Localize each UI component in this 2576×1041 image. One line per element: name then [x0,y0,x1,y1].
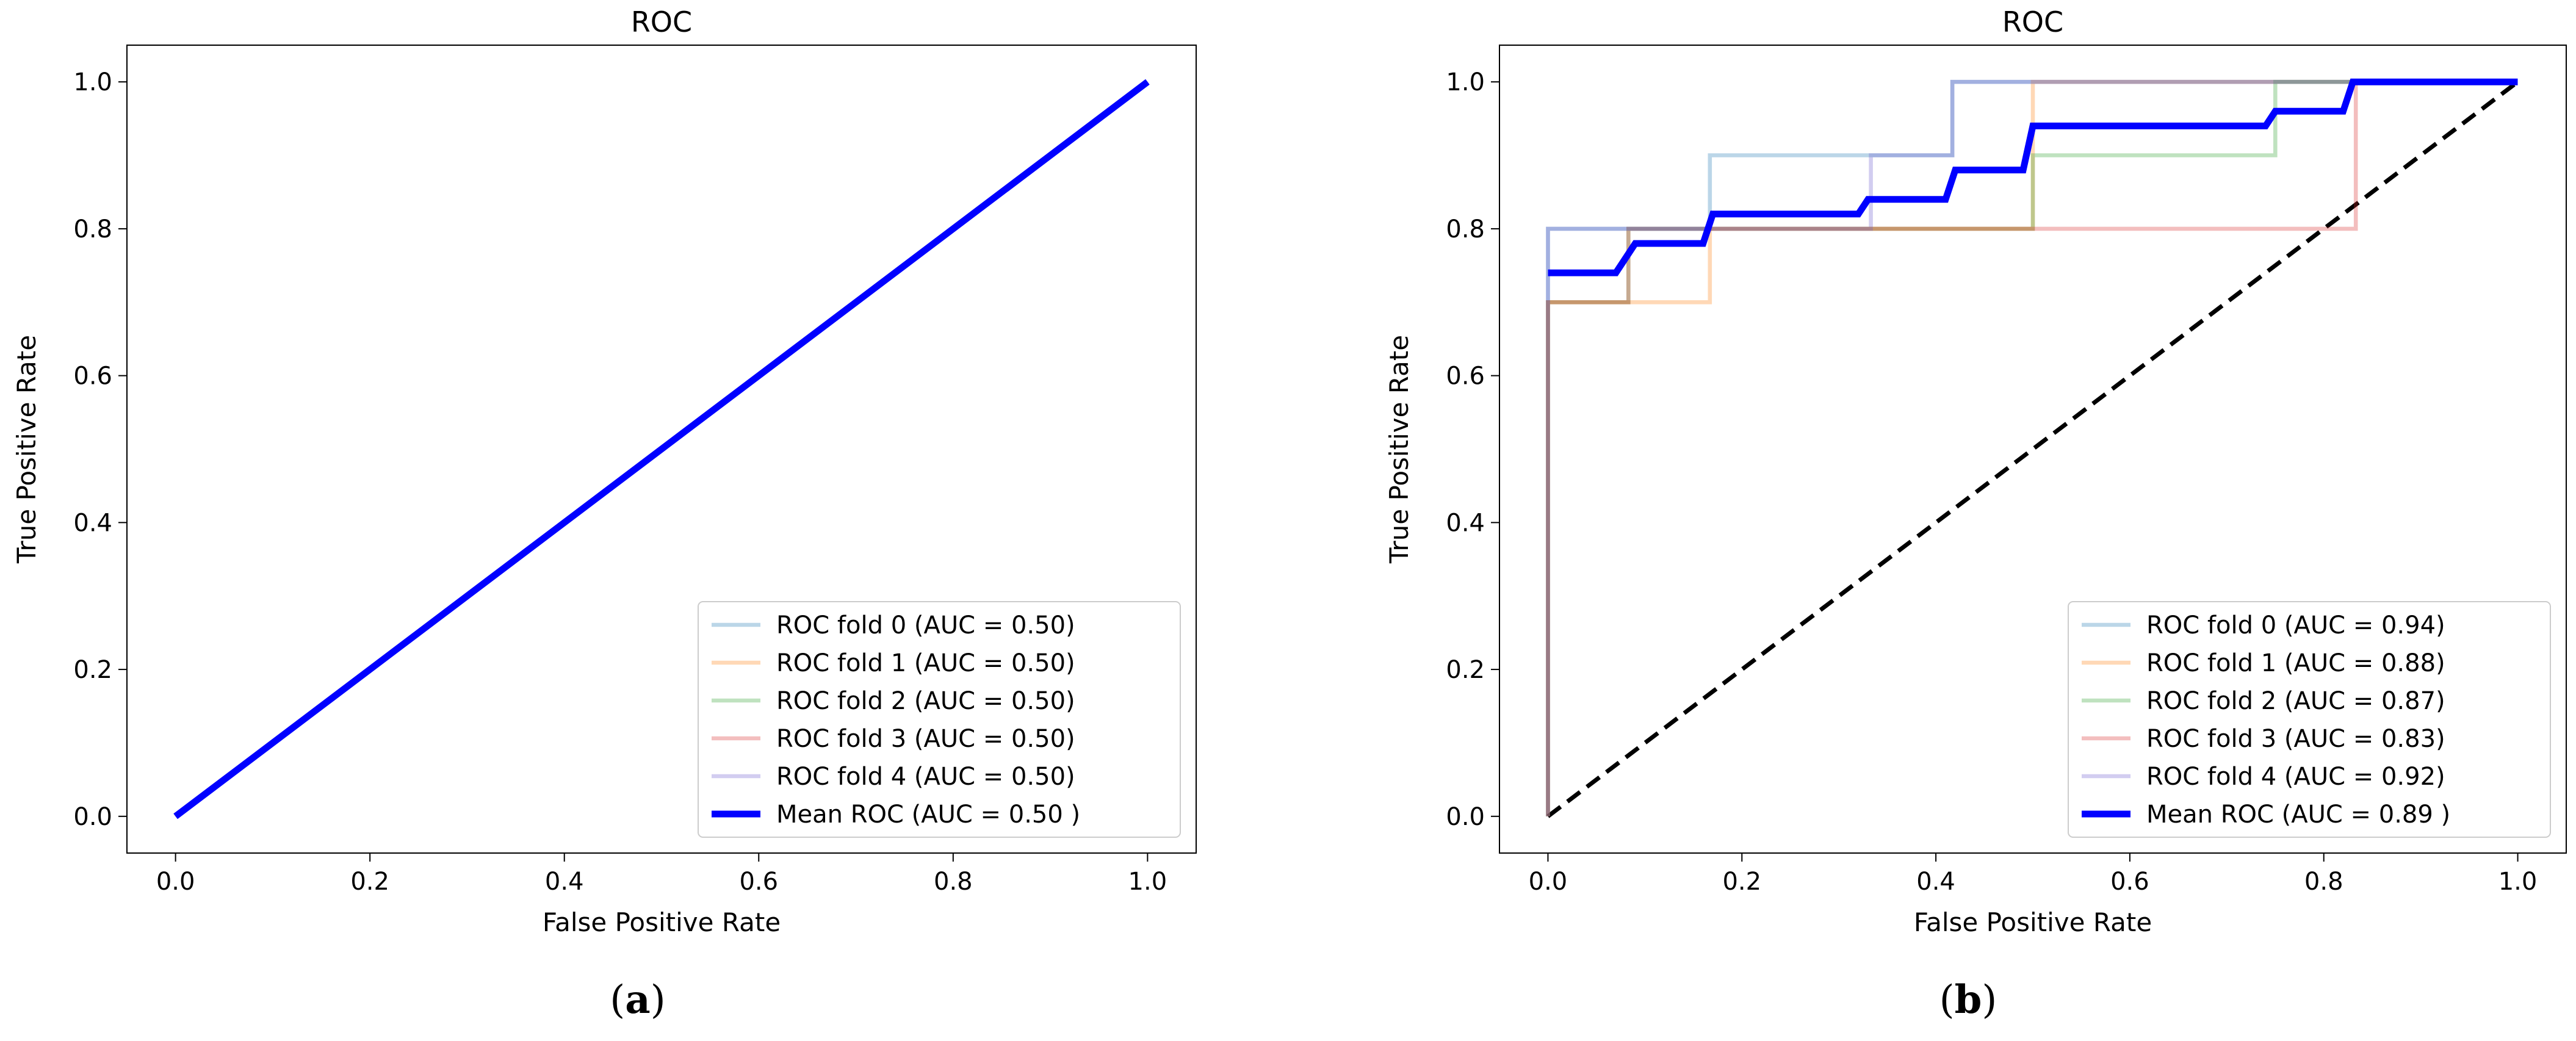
legend: ROC fold 0 (AUC = 0.94) ROC fold 1 (AUC =… [2068,601,2551,838]
caption-close: ) [1982,978,1997,1023]
chart-title: ROC [631,5,692,38]
y-tick-label: 0.2 [73,656,112,684]
caption-close: ) [651,978,666,1023]
y-tick-label: 1.0 [73,68,112,96]
y-tick-label: 0.8 [1446,215,1485,243]
legend-entry: ROC fold 0 (AUC = 0.94) [2146,611,2445,639]
legend-entry: ROC fold 1 (AUC = 0.50) [776,649,1075,677]
legend-entry: ROC fold 2 (AUC = 0.50) [776,687,1075,715]
y-tick-label: 0.2 [1446,656,1485,684]
x-tick-label: 0.0 [1529,868,1568,896]
x-tick-label: 0.2 [350,868,389,896]
y-tick-label: 0.8 [73,215,112,243]
x-tick-label: 0.6 [2110,868,2149,896]
legend-entry: ROC fold 3 (AUC = 0.50) [776,725,1075,753]
x-tick-label: 1.0 [2498,868,2538,896]
x-tick-label: 0.0 [156,868,195,896]
y-tick-label: 0.4 [73,509,112,537]
legend-entry: Mean ROC (AUC = 0.50 ) [776,801,1080,829]
y-axis-label: True Positive Rate [1384,335,1414,564]
y-tick-label: 0.4 [1446,509,1485,537]
x-tick-label: 0.6 [739,868,778,896]
y-tick-label: 1.0 [1446,68,1485,96]
y-tick-label: 0.6 [1446,362,1485,391]
legend-entry: ROC fold 2 (AUC = 0.87) [2146,687,2445,715]
chart-title: ROC [2002,5,2063,38]
caption-open: ( [610,978,625,1023]
x-tick-label: 0.4 [1916,868,1955,896]
x-axis-label: False Positive Rate [543,907,781,937]
chart-panel-b: ROC 0.0 0.2 0.4 0.6 0.8 1.0 0.0 0.2 0.4 0.6 0.8 1.0 F… [1384,5,2567,1023]
legend: ROC fold 0 (AUC = 0.50) ROC fold 1 (AUC =… [698,601,1181,838]
legend-entry: ROC fold 1 (AUC = 0.88) [2146,649,2445,677]
y-tick-label: 0.0 [1446,803,1485,831]
y-tick-label: 0.0 [73,803,112,831]
series-line-2 [1546,79,2518,816]
y-axis-label: True Positive Rate [12,335,41,564]
legend-entry: ROC fold 0 (AUC = 0.50) [776,611,1075,639]
legend-entry: ROC fold 4 (AUC = 0.92) [2146,763,2445,791]
x-tick-label: 1.0 [1128,868,1167,896]
caption-letter: a [625,977,650,1023]
x-tick-label: 0.2 [1722,868,1761,896]
series-line-5 [173,79,1150,819]
chart-panel-a: ROC 0.0 0.2 0.4 0.6 0.8 1.0 0.0 0.2 0.4 0.6 0.8 1.0 F… [12,5,1197,1023]
legend-entry: Mean ROC (AUC = 0.89 ) [2146,801,2450,829]
series-line-5 [1548,78,2518,276]
series-line-4 [1546,79,2518,816]
series-line-0 [1546,79,2518,816]
y-tick-label: 0.6 [73,362,112,391]
x-tick-label: 0.8 [2304,868,2343,896]
panel-caption: (b) [1939,977,1997,1023]
x-tick-label: 0.4 [545,868,584,896]
x-axis-label: False Positive Rate [1914,907,2152,937]
legend-entry: ROC fold 4 (AUC = 0.50) [776,763,1075,791]
chance-diagonal-line [1546,80,2519,818]
caption-open: ( [1939,978,1955,1023]
caption-letter: b [1955,977,1982,1023]
legend-box [698,601,1181,838]
panel-caption: (a) [610,977,665,1023]
legend-entry: ROC fold 3 (AUC = 0.83) [2146,725,2445,753]
x-tick-label: 0.8 [934,868,973,896]
legend-box [2068,601,2551,838]
